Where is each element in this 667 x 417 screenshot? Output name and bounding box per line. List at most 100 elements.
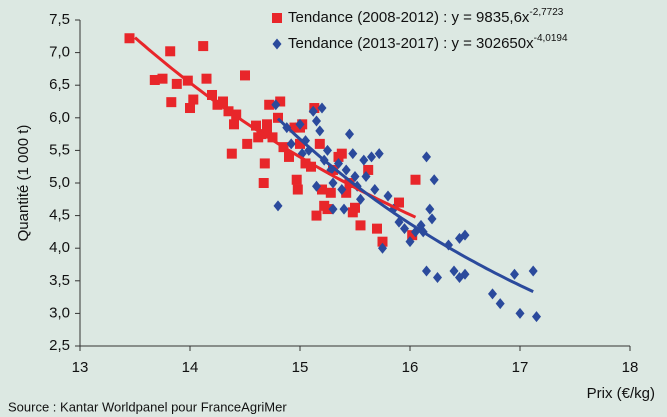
- point: [328, 203, 338, 215]
- source: Source : Kantar Worldpanel pour FranceAg…: [8, 399, 287, 414]
- point: [422, 151, 431, 163]
- point: [308, 105, 318, 117]
- point: [323, 144, 332, 156]
- point: [322, 204, 333, 215]
- point: [515, 307, 525, 319]
- legend-name: Tendance (2008-2012) : y = 9835,6x: [288, 9, 530, 26]
- point: [460, 268, 470, 280]
- point: [242, 138, 253, 149]
- y-tick-label: 5,5: [49, 141, 70, 158]
- point: [488, 288, 497, 300]
- point: [429, 174, 439, 186]
- point: [267, 132, 278, 143]
- point: [495, 298, 505, 310]
- point: [317, 102, 327, 114]
- point: [258, 178, 269, 188]
- point: [185, 103, 195, 114]
- point: [334, 157, 343, 169]
- point: [407, 230, 418, 241]
- point: [300, 158, 311, 169]
- point: [422, 265, 431, 277]
- point: [337, 184, 347, 196]
- legend-name: Tendance (2013-2017) : y = 302650x: [288, 35, 534, 52]
- point: [271, 99, 281, 111]
- point: [449, 265, 459, 277]
- point: [311, 210, 322, 221]
- point: [325, 187, 336, 198]
- point: [273, 112, 283, 123]
- y-tick-label: 5,0: [49, 174, 70, 191]
- legend-marker: [272, 38, 282, 50]
- x-tick-label: 18: [622, 359, 639, 376]
- point: [171, 78, 182, 89]
- x-axis-label: Prix (€/kg): [587, 385, 655, 402]
- point: [262, 125, 272, 136]
- point: [363, 164, 374, 175]
- point: [433, 272, 442, 284]
- point: [350, 202, 360, 213]
- point: [289, 122, 300, 133]
- point: [312, 115, 321, 127]
- point: [510, 268, 519, 280]
- point: [317, 184, 327, 195]
- point: [425, 203, 435, 215]
- point: [273, 200, 283, 212]
- point: [240, 70, 250, 81]
- point: [339, 203, 349, 215]
- y-axis-label: Quantité (1 000 t): [15, 125, 32, 242]
- point: [314, 138, 325, 149]
- point: [226, 148, 237, 159]
- y-tick-label: 6,0: [49, 109, 70, 126]
- point: [460, 229, 470, 241]
- x-tick-label: 15: [292, 359, 309, 376]
- legend-exponent: -4,0194: [534, 33, 568, 44]
- point: [201, 73, 212, 84]
- point: [528, 265, 538, 277]
- x-tick-label: 14: [182, 359, 199, 376]
- y-tick-label: 7,5: [49, 11, 70, 28]
- point: [295, 138, 305, 149]
- point: [370, 184, 380, 196]
- point: [292, 184, 303, 195]
- point: [207, 89, 217, 100]
- point: [341, 164, 351, 176]
- point: [218, 96, 228, 107]
- point: [124, 33, 135, 44]
- point: [336, 148, 347, 159]
- point: [275, 96, 286, 107]
- point: [372, 223, 382, 234]
- point: [291, 174, 302, 185]
- point: [149, 74, 160, 85]
- point: [286, 138, 296, 150]
- point: [251, 120, 261, 131]
- trend-line: [276, 117, 534, 293]
- point: [328, 177, 338, 189]
- point: [198, 41, 209, 52]
- point: [356, 193, 365, 205]
- y-tick-label: 3,5: [49, 272, 70, 289]
- legend-marker: [272, 13, 282, 23]
- point: [427, 213, 437, 225]
- y-tick-label: 4,0: [49, 239, 70, 256]
- y-tick-label: 4,5: [49, 207, 70, 224]
- point: [312, 180, 321, 192]
- point: [350, 170, 360, 182]
- point: [315, 125, 325, 137]
- point: [157, 73, 168, 84]
- y-tick-label: 3,0: [49, 304, 70, 321]
- point: [284, 151, 294, 162]
- point: [188, 94, 199, 105]
- point: [410, 174, 421, 185]
- point: [374, 148, 384, 160]
- point: [262, 119, 272, 130]
- point: [400, 223, 409, 235]
- y-tick-label: 6,5: [49, 76, 70, 93]
- point: [377, 236, 388, 247]
- legend-label: Tendance (2008-2012) : y = 9835,6x-2,772…: [288, 7, 564, 26]
- point: [295, 118, 305, 130]
- point: [359, 154, 369, 166]
- legend-exponent: -2,7723: [529, 7, 563, 18]
- x-tick-label: 17: [512, 359, 529, 376]
